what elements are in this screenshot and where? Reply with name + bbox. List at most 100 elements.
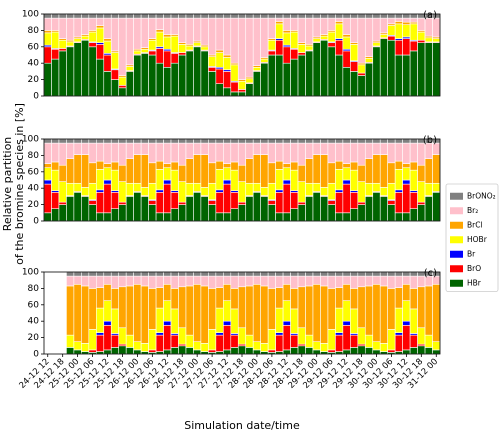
bar-segment <box>58 48 67 52</box>
bar-segment <box>320 285 329 344</box>
bar-segment <box>163 300 172 322</box>
bar-segment <box>335 271 344 277</box>
bar-segment <box>155 334 164 352</box>
bar-segment <box>88 204 97 222</box>
bar-segment <box>417 142 426 166</box>
bar-segment <box>170 13 179 19</box>
bar-segment <box>237 271 247 277</box>
bar-segment <box>297 17 306 44</box>
bar-segment <box>275 212 284 222</box>
bar-segment <box>208 271 217 277</box>
bar-segment <box>155 29 164 33</box>
bar-segment <box>335 13 344 19</box>
bar-segment <box>327 275 336 289</box>
bar-segment <box>230 288 239 310</box>
bar-segment <box>193 192 202 222</box>
bar-segment <box>342 163 351 169</box>
bar-segment <box>73 275 82 285</box>
bar-segment <box>327 162 336 184</box>
bar-segment <box>163 283 172 301</box>
bar-segment <box>193 154 202 184</box>
bar-segment <box>178 44 187 53</box>
bar-segment <box>424 285 433 336</box>
bar-segment <box>335 17 344 22</box>
bar-segment <box>275 142 284 162</box>
bar-segment <box>275 332 284 336</box>
legend-label: HBr <box>467 278 482 287</box>
bar-segment <box>297 44 306 53</box>
bar-segment <box>51 48 60 60</box>
bar-segment <box>118 201 127 205</box>
bar-segment <box>118 76 127 86</box>
bar-segment <box>305 17 314 45</box>
y-tick-label: 80 <box>28 151 40 161</box>
bar-segment <box>118 204 127 222</box>
bar-segment <box>140 196 149 222</box>
bar-segment <box>58 181 67 203</box>
bar-segment <box>73 192 82 222</box>
bar-segment <box>252 13 261 19</box>
bar-segment <box>51 192 60 210</box>
bar-segment <box>88 17 97 31</box>
bar-segment <box>260 62 269 97</box>
bar-segment <box>43 46 52 64</box>
bar-segment <box>282 30 291 34</box>
bar-segment <box>275 54 284 97</box>
bar-segment <box>133 283 142 342</box>
bar-segment <box>267 288 276 330</box>
bar-segment <box>357 275 366 288</box>
bar-segment <box>96 192 105 214</box>
bar-segment <box>73 271 82 277</box>
bar-segment <box>402 349 411 355</box>
bar-segment <box>387 275 396 289</box>
bar-segment <box>88 31 97 43</box>
bar-segment <box>103 38 112 42</box>
bar-segment <box>81 285 90 344</box>
bar-segment <box>223 183 232 214</box>
bar-segment <box>260 142 269 155</box>
legend-label: BrO <box>467 264 481 273</box>
bar-segment <box>125 158 134 184</box>
legend-label: Br <box>467 249 476 258</box>
bar-segment <box>297 164 306 182</box>
bar-segment <box>208 13 217 19</box>
bar-segment <box>282 320 291 326</box>
bar-segment <box>193 138 202 144</box>
bar-segment <box>110 52 120 70</box>
bar-segment <box>267 200 276 205</box>
bar-segment <box>297 13 306 19</box>
bar-segment <box>335 21 344 25</box>
bar-segment <box>297 54 306 97</box>
bar-segment <box>215 13 224 19</box>
bar-segment <box>432 182 441 192</box>
bar-segment <box>230 192 239 210</box>
bar-segment <box>178 142 187 166</box>
bar-segment <box>417 39 426 44</box>
bar-segment <box>215 192 224 214</box>
bar-segment <box>335 287 344 309</box>
bar-segment <box>290 288 299 310</box>
bar-segment <box>118 17 127 76</box>
bar-segment <box>394 287 403 309</box>
bar-segment <box>43 32 52 46</box>
bar-segment <box>282 179 291 185</box>
bar-segment <box>305 158 314 184</box>
legend-swatch <box>450 279 463 287</box>
bar-segment <box>170 17 179 35</box>
bar-segment <box>372 271 381 277</box>
bar-segment <box>88 142 97 164</box>
bar-segment <box>342 320 351 326</box>
bar-segment <box>394 17 403 22</box>
bar-segment <box>282 283 291 301</box>
bar-segment <box>73 154 82 184</box>
bar-segment <box>140 53 149 97</box>
bar-segment <box>245 182 254 196</box>
bar-segment <box>155 13 164 19</box>
bar-segment <box>81 138 90 144</box>
bar-segment <box>118 85 127 89</box>
bar-segment <box>148 275 157 289</box>
bar-segment <box>350 138 359 144</box>
bar-segment <box>170 275 179 289</box>
bar-segment <box>409 271 418 277</box>
bar-segment <box>230 64 239 82</box>
